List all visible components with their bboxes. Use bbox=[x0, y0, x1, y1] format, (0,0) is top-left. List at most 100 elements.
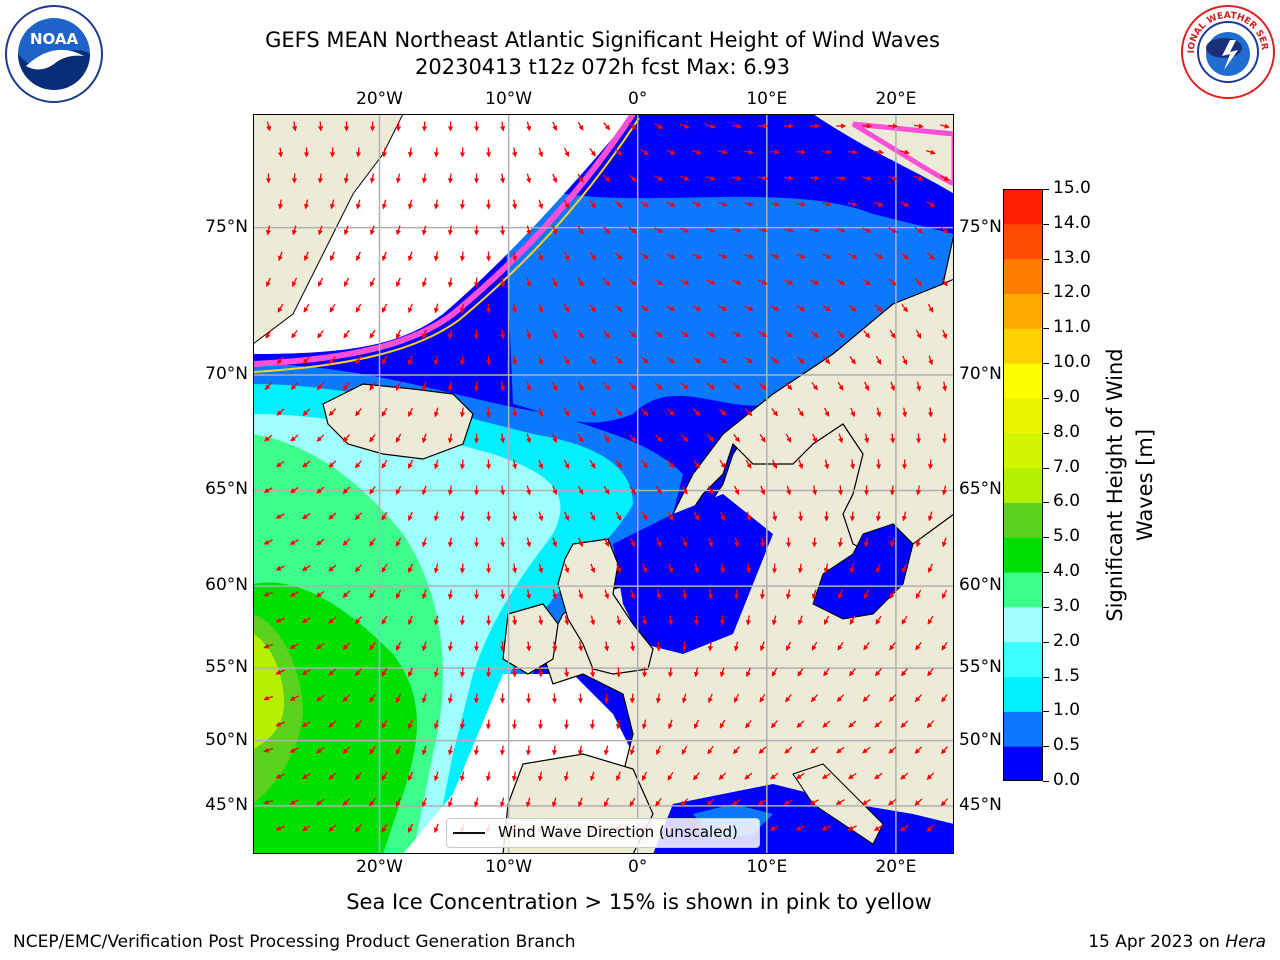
wind-wave-arrow bbox=[433, 407, 439, 418]
wind-wave-arrow bbox=[302, 356, 310, 365]
wind-wave-arrow bbox=[563, 459, 570, 469]
wind-wave-arrow bbox=[720, 563, 726, 574]
wind-wave-arrow bbox=[301, 565, 311, 572]
wind-wave-arrow bbox=[656, 589, 662, 600]
colorbar-tick-label: 9.0 bbox=[1053, 386, 1081, 407]
wind-wave-arrow bbox=[629, 434, 637, 443]
wind-wave-arrow bbox=[888, 123, 899, 129]
wind-wave-arrow bbox=[836, 330, 845, 338]
colorbar-tick-mark bbox=[1043, 432, 1049, 434]
wind-wave-arrow bbox=[263, 591, 273, 597]
wind-wave-arrow bbox=[564, 615, 570, 626]
wind-wave-arrow bbox=[835, 175, 847, 181]
lon-tick-top: 10°W bbox=[485, 89, 533, 109]
wind-wave-arrow bbox=[758, 123, 769, 129]
wind-wave-arrow bbox=[354, 460, 362, 469]
colorbar-tick-mark bbox=[1043, 293, 1049, 295]
wind-wave-arrow bbox=[485, 147, 492, 158]
wind-wave-arrow bbox=[694, 563, 700, 574]
wind-wave-arrow bbox=[656, 537, 662, 548]
wind-wave-arrow bbox=[796, 305, 806, 311]
lat-tick-left: 60°N bbox=[205, 575, 248, 596]
wind-wave-arrow bbox=[328, 512, 337, 520]
wind-wave-arrow bbox=[316, 538, 325, 546]
wind-wave-arrow bbox=[459, 719, 466, 730]
wind-wave-arrow bbox=[926, 720, 935, 729]
wind-wave-arrow bbox=[329, 356, 336, 365]
wind-wave-arrow bbox=[538, 355, 544, 366]
colorbar-tick-label: 0.0 bbox=[1053, 770, 1081, 790]
wind-wave-arrow bbox=[408, 719, 413, 730]
wind-wave-arrow bbox=[693, 511, 700, 521]
wind-wave-arrow bbox=[577, 277, 584, 287]
wind-wave-arrow bbox=[889, 485, 896, 496]
wind-wave-arrow bbox=[381, 199, 387, 210]
wind-wave-arrow bbox=[563, 667, 570, 678]
wind-wave-arrow bbox=[926, 252, 935, 260]
wind-wave-arrow bbox=[614, 304, 623, 312]
wind-wave-arrow bbox=[369, 538, 376, 547]
wind-wave-arrow bbox=[811, 589, 817, 600]
wind-wave-arrow bbox=[847, 149, 859, 155]
wind-wave-arrow bbox=[745, 615, 752, 626]
wind-wave-arrow bbox=[577, 225, 584, 235]
wind-wave-arrow bbox=[628, 382, 637, 390]
lon-tick-top: 10°E bbox=[746, 89, 788, 109]
wind-wave-arrow bbox=[343, 173, 350, 184]
wind-wave-arrow bbox=[900, 772, 909, 780]
wind-wave-arrow bbox=[757, 798, 767, 806]
wind-wave-arrow bbox=[499, 589, 506, 600]
wind-wave-arrow bbox=[785, 433, 792, 443]
wind-wave-arrow bbox=[589, 147, 596, 157]
wind-wave-arrow bbox=[796, 720, 805, 728]
wind-wave-arrow bbox=[837, 641, 844, 651]
colorbar-tick-mark bbox=[1043, 572, 1049, 574]
wind-wave-arrow bbox=[928, 563, 933, 574]
wind-wave-arrow bbox=[850, 407, 856, 418]
wind-wave-arrow bbox=[654, 278, 664, 286]
wind-wave-arrow bbox=[707, 589, 714, 600]
wind-wave-arrow bbox=[811, 537, 818, 548]
wind-wave-arrow bbox=[927, 407, 934, 418]
wind-wave-arrow bbox=[343, 225, 349, 236]
colorbar-tick-mark bbox=[1043, 781, 1049, 782]
wind-wave-arrow bbox=[447, 433, 454, 444]
lat-tick-left: 70°N bbox=[205, 363, 248, 384]
wind-wave-arrow bbox=[577, 485, 584, 495]
wind-wave-arrow bbox=[628, 174, 637, 182]
wind-wave-arrow bbox=[927, 511, 933, 522]
wind-wave-arrow bbox=[485, 511, 492, 522]
colorbar-segment bbox=[1003, 223, 1043, 260]
wind-wave-arrow bbox=[511, 615, 518, 626]
wind-wave-arrow bbox=[563, 199, 570, 209]
wind-wave-arrow bbox=[770, 253, 780, 259]
wind-wave-arrow bbox=[616, 563, 622, 574]
wind-wave-arrow bbox=[888, 227, 898, 233]
wind-wave-arrow bbox=[656, 745, 661, 756]
wind-wave-arrow bbox=[459, 355, 466, 366]
wind-wave-arrow bbox=[447, 381, 454, 392]
wind-wave-arrow bbox=[317, 277, 324, 287]
wind-wave-arrow bbox=[396, 277, 401, 288]
wind-wave-arrow bbox=[771, 615, 777, 626]
lat-tick-right: 50°N bbox=[959, 729, 1002, 750]
wind-wave-arrow bbox=[837, 589, 843, 600]
wind-wave-arrow bbox=[693, 667, 700, 678]
wind-wave-arrow bbox=[316, 590, 325, 598]
wind-wave-arrow bbox=[901, 511, 907, 522]
wind-wave-arrow bbox=[355, 199, 361, 210]
wind-wave-arrow bbox=[810, 227, 820, 233]
wind-wave-arrow bbox=[706, 798, 715, 806]
wind-wave-arrow bbox=[263, 695, 273, 701]
wind-wave-arrow bbox=[875, 511, 882, 522]
wind-wave-arrow bbox=[718, 201, 728, 207]
wind-wave-arrow bbox=[447, 225, 454, 236]
wind-wave-arrow bbox=[552, 173, 558, 184]
wind-wave-arrow bbox=[500, 537, 506, 548]
wind-wave-arrow bbox=[563, 355, 570, 365]
wind-wave-arrow bbox=[537, 771, 544, 782]
wind-wave-arrow bbox=[641, 511, 648, 521]
wind-wave-arrow bbox=[552, 641, 558, 652]
wind-wave-arrow bbox=[847, 825, 857, 831]
wind-wave-arrow bbox=[812, 485, 818, 496]
